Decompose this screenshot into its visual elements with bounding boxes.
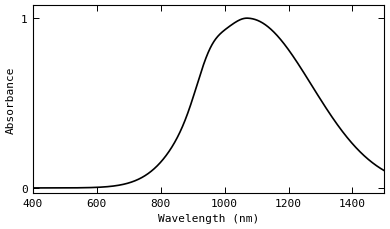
X-axis label: Wavelength (nm): Wavelength (nm) <box>158 213 259 224</box>
Y-axis label: Absorbance: Absorbance <box>5 66 16 133</box>
